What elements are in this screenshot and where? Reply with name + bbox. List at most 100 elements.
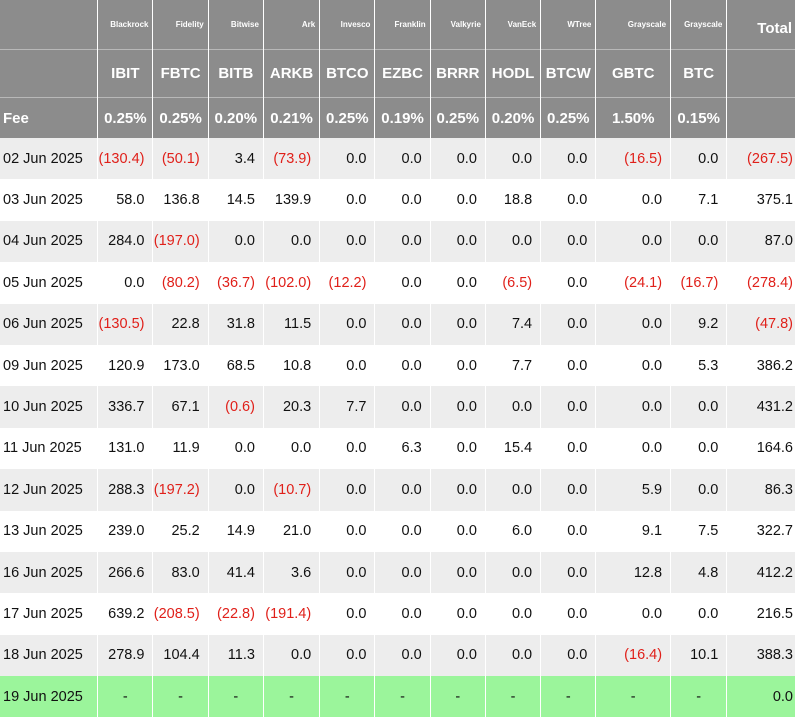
fee-value: 0.21% bbox=[263, 97, 320, 138]
row-date: 05 Jun 2025 bbox=[0, 262, 98, 304]
flow-cell: 0.0 bbox=[375, 303, 430, 345]
flow-cell: 0.0 bbox=[485, 634, 541, 677]
row-total: 86.3 bbox=[727, 469, 795, 511]
flow-cell: 0.0 bbox=[430, 551, 485, 594]
flow-cell: 0.0 bbox=[671, 469, 727, 511]
flow-cell: 0.0 bbox=[430, 593, 485, 635]
row-total: 386.2 bbox=[727, 344, 795, 387]
flow-cell: 0.0 bbox=[375, 220, 430, 263]
ticker-header: EZBC bbox=[375, 49, 430, 97]
flow-cell: 10.1 bbox=[671, 634, 727, 677]
flow-cell: 14.5 bbox=[208, 179, 263, 221]
flow-cell: 0.0 bbox=[541, 262, 596, 304]
table-row: 11 Jun 2025 131.0 11.9 0.0 0.0 0.0 6.3 0.0 15.4 0… bbox=[0, 427, 795, 470]
flow-cell: 22.8 bbox=[153, 303, 208, 345]
ticker-header: BTCW bbox=[541, 49, 596, 97]
flow-cell: 9.2 bbox=[671, 303, 727, 345]
row-total: 164.6 bbox=[727, 427, 795, 470]
row-date: 10 Jun 2025 bbox=[0, 386, 98, 428]
flow-cell: (191.4) bbox=[263, 593, 320, 635]
flow-cell: 0.0 bbox=[375, 551, 430, 594]
flow-cell: - bbox=[430, 676, 485, 718]
flow-cell: (22.8) bbox=[208, 593, 263, 635]
flow-cell: 0.0 bbox=[320, 634, 375, 677]
flow-cell: 0.0 bbox=[320, 138, 375, 180]
ticker-header: FBTC bbox=[153, 49, 208, 97]
table-row: 18 Jun 2025 278.9 104.4 11.3 0.0 0.0 0.0 0.0 0.0… bbox=[0, 634, 795, 677]
flow-cell: 0.0 bbox=[596, 179, 671, 221]
flow-cell: 104.4 bbox=[153, 634, 208, 677]
row-total: 412.2 bbox=[727, 551, 795, 594]
flow-cell: - bbox=[596, 676, 671, 718]
flow-cell: (16.7) bbox=[671, 262, 727, 304]
flow-cell: 6.0 bbox=[485, 510, 541, 552]
table-row: 05 Jun 2025 0.0 (80.2) (36.7) (102.0) (12.2) 0… bbox=[0, 262, 795, 304]
issuer-header: Ark bbox=[263, 0, 320, 49]
fee-value: 0.19% bbox=[375, 97, 430, 138]
flow-cell: 0.0 bbox=[541, 427, 596, 470]
flow-cell: (0.6) bbox=[208, 386, 263, 428]
flow-cell: 58.0 bbox=[98, 179, 153, 221]
fee-value: 0.20% bbox=[485, 97, 541, 138]
flow-cell: 0.0 bbox=[596, 427, 671, 470]
table-row-pending: 19 Jun 2025- - - - - - - - - - -0.0 bbox=[0, 676, 795, 718]
flow-cell: 0.0 bbox=[485, 551, 541, 594]
flow-cell: (80.2) bbox=[153, 262, 208, 304]
flow-rows: 02 Jun 2025 (130.4) (50.1) 3.4 (73.9) 0.0 0.0 0… bbox=[0, 138, 795, 718]
row-total: 388.3 bbox=[727, 634, 795, 677]
flow-cell: 3.6 bbox=[263, 551, 320, 594]
flow-cell: 0.0 bbox=[430, 386, 485, 428]
flow-cell: 68.5 bbox=[208, 344, 263, 387]
flow-cell: 0.0 bbox=[541, 469, 596, 511]
table-row: 06 Jun 2025 (130.5) 22.8 31.8 11.5 0.0 0.0 0.0 7… bbox=[0, 303, 795, 345]
flow-cell: 120.9 bbox=[98, 344, 153, 387]
flow-cell: 0.0 bbox=[375, 510, 430, 552]
flow-cell: 3.4 bbox=[208, 138, 263, 180]
flow-cell: 0.0 bbox=[320, 220, 375, 263]
flow-cell: 0.0 bbox=[485, 593, 541, 635]
flow-cell: 0.0 bbox=[263, 220, 320, 263]
row-date: 11 Jun 2025 bbox=[0, 427, 98, 470]
flow-cell: 0.0 bbox=[375, 386, 430, 428]
flow-cell: 20.3 bbox=[263, 386, 320, 428]
flow-cell: - bbox=[153, 676, 208, 718]
issuer-header: Fidelity bbox=[153, 0, 208, 49]
fee-value: 0.20% bbox=[208, 97, 263, 138]
flow-cell: 0.0 bbox=[671, 220, 727, 263]
table-row: 04 Jun 2025 284.0 (197.0) 0.0 0.0 0.0 0.0 0.0 0.… bbox=[0, 220, 795, 263]
flow-cell: 266.6 bbox=[98, 551, 153, 594]
flow-cell: 0.0 bbox=[671, 593, 727, 635]
flow-cell: 0.0 bbox=[430, 427, 485, 470]
flow-cell: 0.0 bbox=[671, 427, 727, 470]
row-total: (278.4) bbox=[727, 262, 795, 304]
flow-cell: 21.0 bbox=[263, 510, 320, 552]
flow-cell: 0.0 bbox=[320, 427, 375, 470]
flow-cell: (130.4) bbox=[98, 138, 153, 180]
flow-cell: (16.4) bbox=[596, 634, 671, 677]
flow-cell: 0.0 bbox=[375, 593, 430, 635]
flow-cell: 15.4 bbox=[485, 427, 541, 470]
fee-value: 1.50% bbox=[596, 97, 671, 138]
flow-cell: - bbox=[263, 676, 320, 718]
flow-cell: (102.0) bbox=[263, 262, 320, 304]
flow-cell: 0.0 bbox=[320, 469, 375, 511]
fee-header-row: Fee 0.25% 0.25% 0.20% 0.21% 0.25% 0.19% … bbox=[0, 97, 795, 138]
flow-cell: - bbox=[98, 676, 153, 718]
row-date: 09 Jun 2025 bbox=[0, 344, 98, 387]
flow-cell: (12.2) bbox=[320, 262, 375, 304]
flow-cell: 0.0 bbox=[430, 220, 485, 263]
flow-cell: 0.0 bbox=[541, 303, 596, 345]
row-total: 431.2 bbox=[727, 386, 795, 428]
flow-cell: 67.1 bbox=[153, 386, 208, 428]
flow-cell: 0.0 bbox=[430, 469, 485, 511]
flow-cell: 0.0 bbox=[430, 510, 485, 552]
flow-cell: 25.2 bbox=[153, 510, 208, 552]
issuer-header: Valkyrie bbox=[430, 0, 485, 49]
flow-cell: 18.8 bbox=[485, 179, 541, 221]
flow-cell: 0.0 bbox=[485, 138, 541, 180]
flow-cell: 0.0 bbox=[596, 220, 671, 263]
flow-cell: 0.0 bbox=[596, 386, 671, 428]
flow-cell: 0.0 bbox=[375, 344, 430, 387]
flow-cell: (50.1) bbox=[153, 138, 208, 180]
